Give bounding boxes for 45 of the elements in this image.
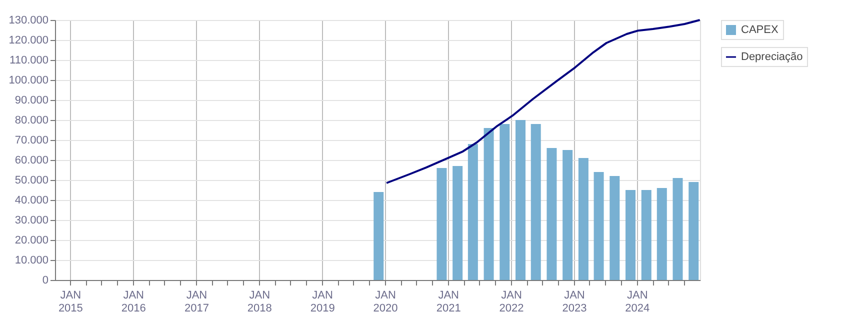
x-tick-label: JAN 2023 bbox=[562, 290, 587, 313]
line-series bbox=[386, 19, 701, 184]
y-tick-label: 70.000 bbox=[14, 134, 48, 146]
bar bbox=[530, 124, 541, 280]
y-tick-label: 130.000 bbox=[8, 14, 48, 26]
y-tick-label: 50.000 bbox=[14, 174, 48, 186]
bar bbox=[436, 168, 447, 280]
x-tick-label: JAN 2024 bbox=[625, 290, 650, 313]
bar bbox=[641, 190, 652, 280]
x-tick-label: JAN 2015 bbox=[58, 290, 83, 313]
bar bbox=[374, 192, 384, 280]
legend-label: CAPEX bbox=[741, 24, 779, 36]
bar bbox=[594, 172, 604, 280]
x-tick-label: JAN 2020 bbox=[373, 290, 398, 313]
bar bbox=[546, 148, 557, 280]
bar bbox=[610, 176, 620, 280]
bar bbox=[672, 178, 683, 280]
y-tick-label: 120.000 bbox=[8, 34, 48, 46]
bar bbox=[484, 128, 494, 280]
bar bbox=[562, 150, 573, 280]
y-tick-label: 60.000 bbox=[14, 154, 48, 166]
x-tick-label: JAN 2016 bbox=[121, 290, 146, 313]
bar bbox=[468, 144, 478, 280]
x-tick-label: JAN 2019 bbox=[310, 290, 335, 313]
y-tick-label: 30.000 bbox=[14, 214, 48, 226]
bar bbox=[688, 182, 699, 280]
y-tick-label: 100.000 bbox=[8, 74, 48, 86]
y-tick-label: 0 bbox=[42, 274, 48, 286]
x-tick-label: JAN 2022 bbox=[499, 290, 524, 313]
y-tick-label: 40.000 bbox=[14, 194, 48, 206]
y-tick-label: 20.000 bbox=[14, 234, 48, 246]
bar bbox=[656, 188, 667, 280]
y-tick-label: 10.000 bbox=[14, 254, 48, 266]
y-tick-label: 110.000 bbox=[10, 54, 48, 66]
x-tick-label: JAN 2017 bbox=[184, 290, 209, 313]
y-tick-label: 90.000 bbox=[14, 94, 48, 106]
x-tick-label: JAN 2021 bbox=[436, 290, 461, 313]
bar bbox=[578, 158, 588, 280]
legend-label: Depreciação bbox=[741, 51, 803, 63]
bar bbox=[626, 190, 636, 280]
bar bbox=[500, 124, 510, 280]
bar bbox=[452, 166, 463, 280]
bar bbox=[516, 120, 526, 280]
y-tick-label: 80.000 bbox=[14, 114, 48, 126]
x-tick-label: JAN 2018 bbox=[247, 290, 272, 313]
